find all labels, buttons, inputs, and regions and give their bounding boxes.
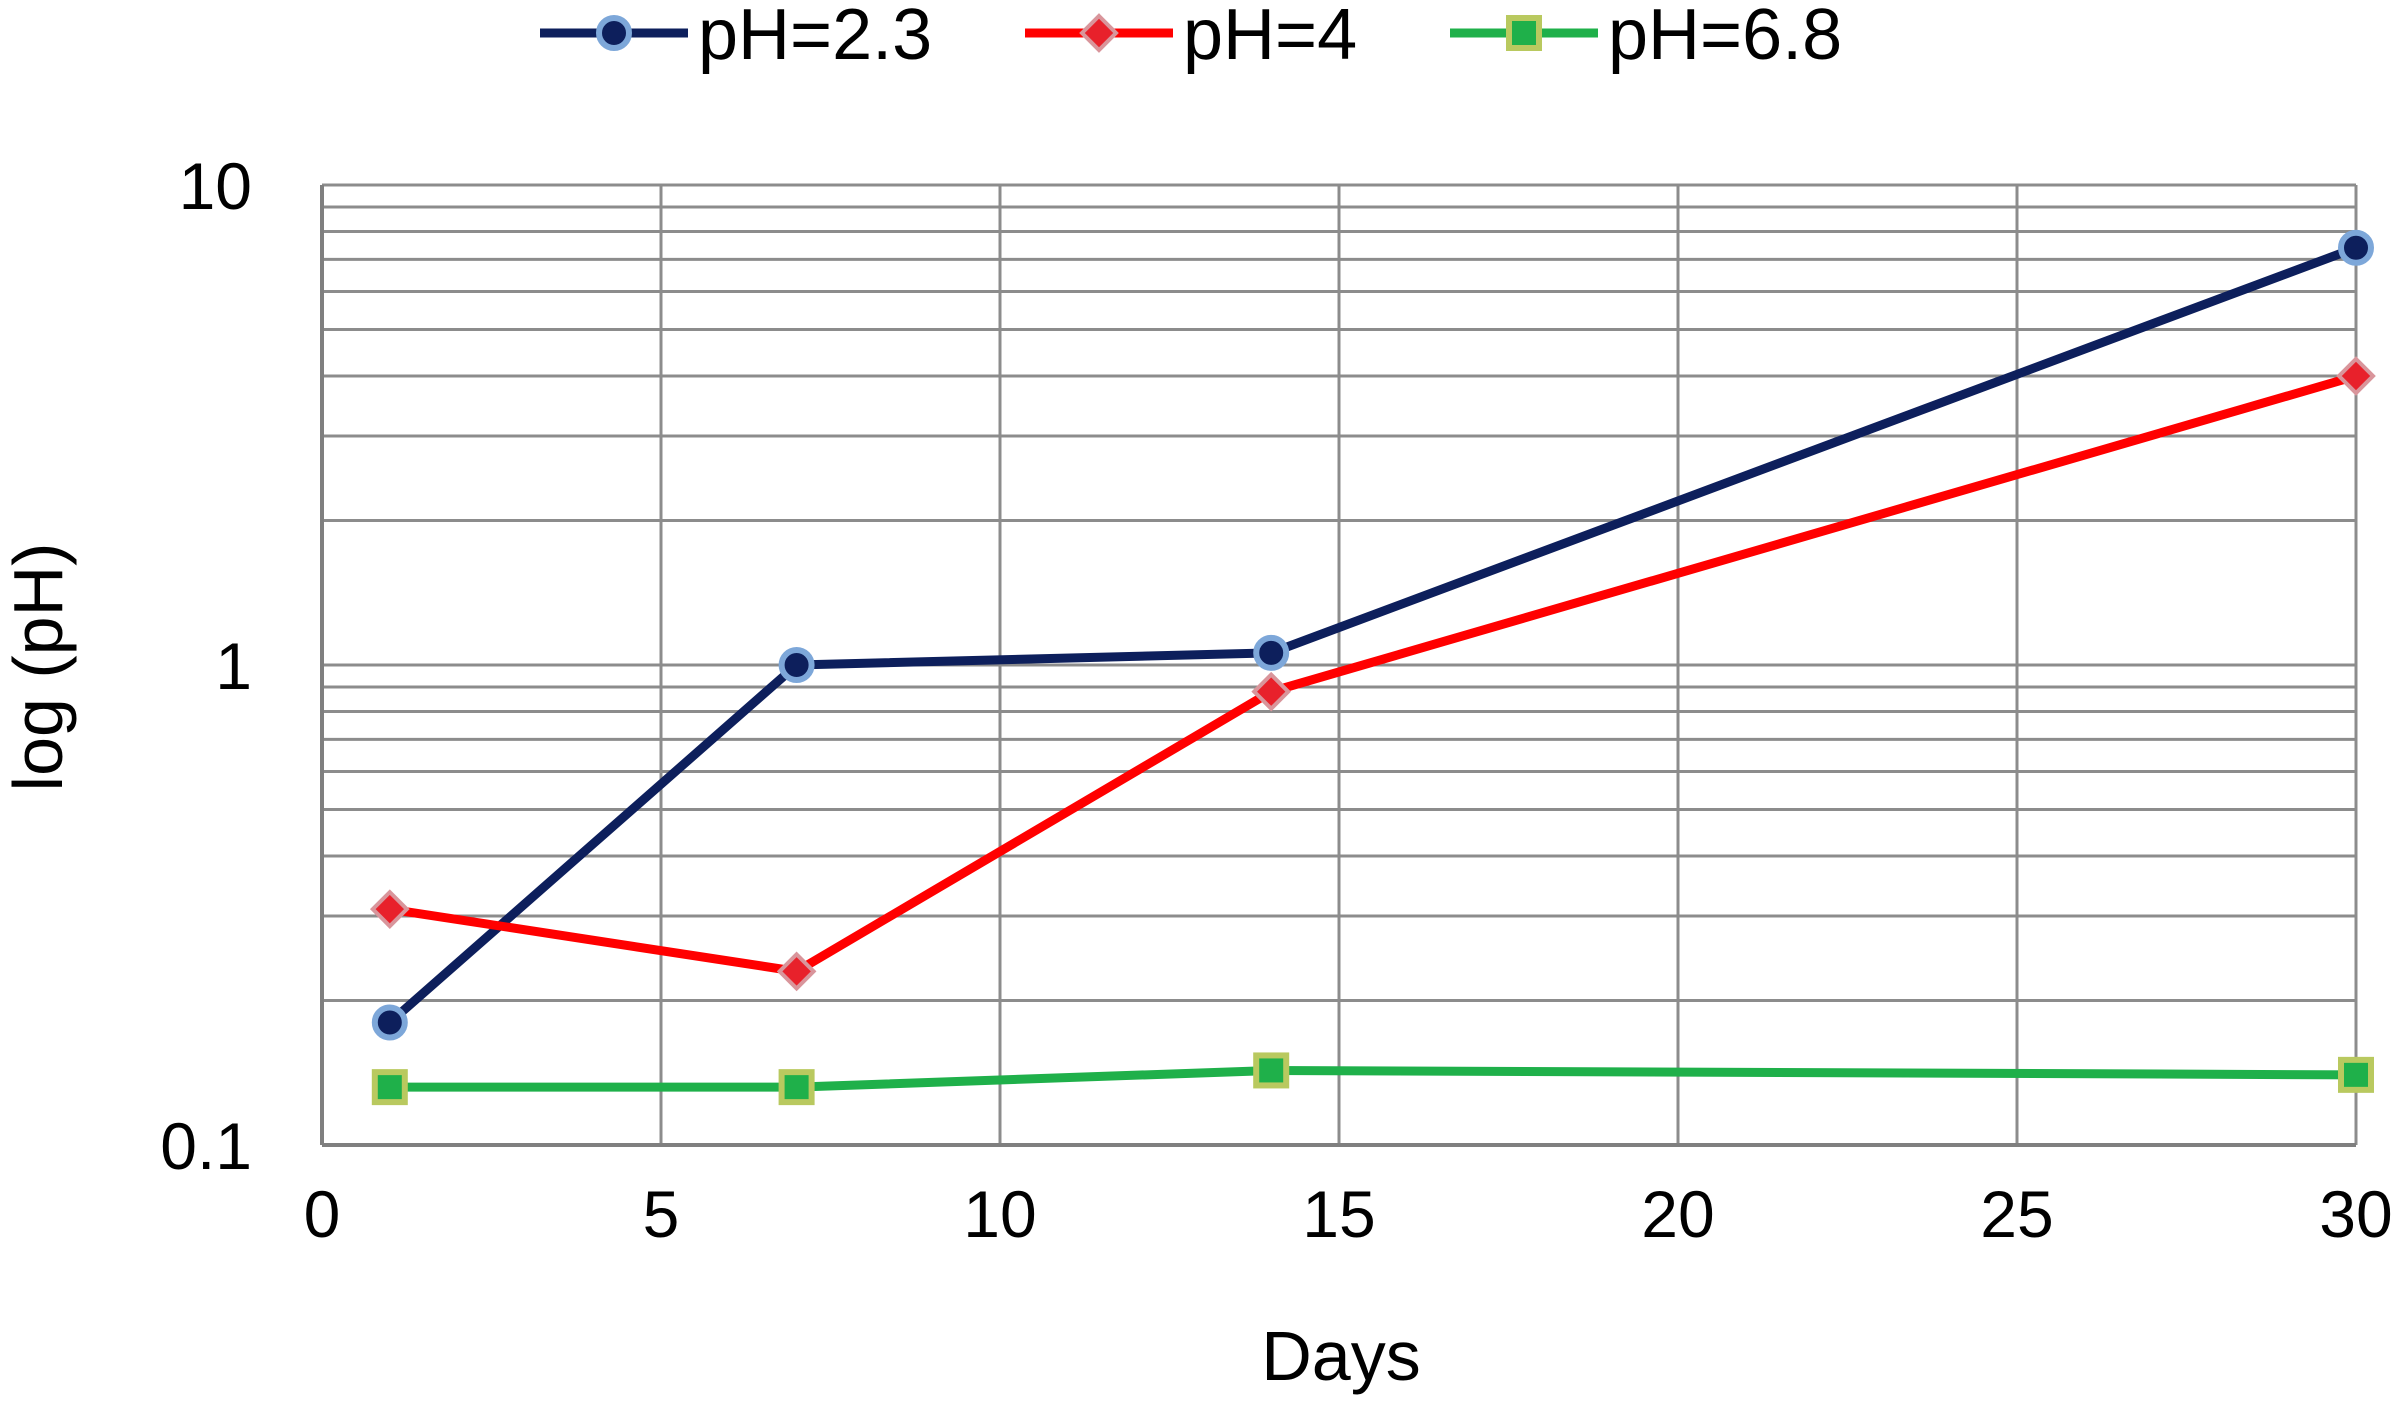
legend-item: pH=4 (1025, 0, 1357, 75)
legend-item: pH=2.3 (540, 0, 932, 75)
series-3 (371, 1052, 2374, 1106)
x-tick-label: 15 (1302, 1177, 1375, 1251)
x-tick-label: 25 (1980, 1177, 2053, 1251)
data-point (2338, 1056, 2374, 1093)
y-tick-label: 1 (215, 629, 252, 703)
legend-marker (1506, 15, 1542, 51)
data-point (776, 951, 817, 992)
legend-label: pH=6.8 (1608, 0, 1842, 75)
data-point (2338, 229, 2374, 266)
x-tick-label: 10 (963, 1177, 1036, 1251)
y-tick-label: 10 (179, 149, 252, 223)
axes (320, 185, 2356, 1147)
data-point (369, 889, 410, 929)
x-tick-label: 20 (1641, 1177, 1714, 1251)
data-point (2336, 356, 2376, 396)
legend-label: pH=2.3 (698, 0, 932, 75)
legend-marker (596, 15, 632, 51)
series-line (389, 371, 2358, 976)
x-tick-label: 0 (304, 1177, 341, 1251)
series-line (386, 243, 2358, 1026)
data-point (778, 1069, 815, 1106)
data-point (1253, 1052, 1290, 1089)
y-axis-title: log (pH) (0, 543, 77, 792)
legend-item: pH=6.8 (1450, 0, 1842, 75)
data-point (1251, 671, 1292, 712)
series-2 (369, 356, 2376, 992)
series-line (389, 1065, 2357, 1092)
data-point (371, 1069, 408, 1106)
x-tick-label: 5 (643, 1177, 680, 1251)
data-point (778, 647, 815, 683)
grid (320, 183, 2358, 1147)
tick-labels: 0 5 10 15 20 25 30 0.1 1 10 (160, 149, 2392, 1251)
series-1 (371, 229, 2374, 1041)
data-point (1253, 634, 1290, 671)
series-layer (369, 229, 2376, 1106)
data-point (371, 1004, 408, 1041)
legend-label: pH=4 (1183, 0, 1357, 75)
x-axis-title: Days (1261, 1317, 1420, 1395)
legend-marker (1079, 13, 1119, 53)
y-tick-label: 0.1 (160, 1109, 252, 1183)
x-tick-label: 30 (2319, 1177, 2392, 1251)
legend: pH=2.3 pH=4 pH=6.8 (540, 0, 1842, 75)
